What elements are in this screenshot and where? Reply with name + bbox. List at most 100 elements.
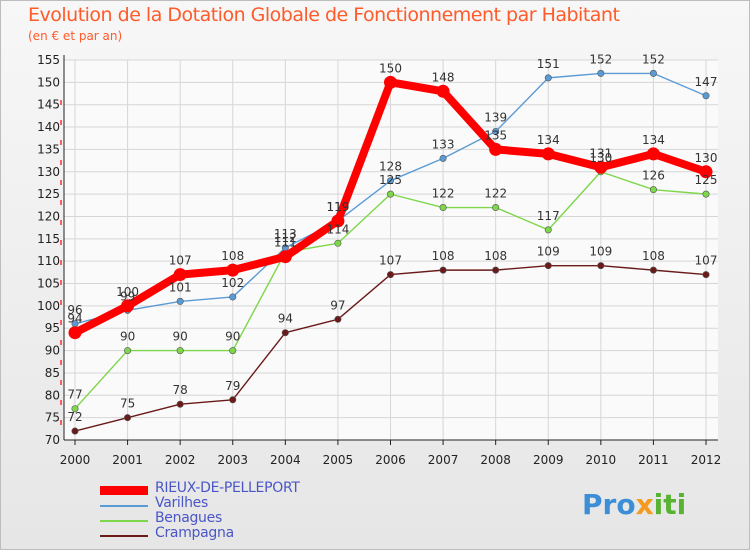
series-layer (68, 69, 713, 435)
data-point-varilhes (492, 128, 500, 136)
data-label-benagues: 130 (589, 151, 612, 165)
x-tick-label: 2000 (60, 453, 91, 467)
data-point-rieux-de-pelleport (68, 326, 82, 340)
data-point-crampagna (649, 266, 657, 274)
data-label-benagues: 126 (642, 169, 665, 183)
data-point-rieux-de-pelleport (699, 165, 713, 179)
proxiti-logo: Proxiti (582, 488, 687, 521)
data-label-varilhes: 133 (432, 137, 455, 151)
x-tick-label: 2001 (112, 453, 143, 467)
data-label-varilhes: 101 (169, 280, 192, 294)
data-label-crampagna: 79 (225, 379, 240, 393)
data-point-benagues (544, 226, 552, 234)
data-label-crampagna: 109 (537, 245, 560, 259)
data-label-varilhes: 139 (484, 111, 507, 125)
data-label-rieux-de-pelleport: 100 (116, 285, 139, 299)
y-tick-label: 100 (37, 299, 60, 313)
data-label-varilhes: 152 (589, 52, 612, 66)
x-tick-label: 2002 (165, 453, 196, 467)
chart-title: Evolution de la Dotation Globale de Fonc… (28, 4, 620, 26)
y-tick-label: 75 (45, 411, 60, 425)
data-label-varilhes: 147 (695, 75, 718, 89)
data-point-benagues (124, 347, 132, 355)
legend-label: Varilhes (155, 495, 208, 511)
data-label-crampagna: 109 (589, 245, 612, 259)
y-tick-label: 95 (45, 321, 60, 335)
data-point-benagues (229, 347, 237, 355)
legend-label: RIEUX-DE-PELLEPORT (155, 480, 300, 496)
data-point-crampagna (492, 266, 500, 274)
x-tick-label: 2008 (480, 453, 511, 467)
data-label-crampagna: 72 (67, 410, 82, 424)
y-tick-label: 70 (45, 433, 60, 447)
data-point-varilhes (386, 177, 394, 185)
data-label-varilhes: 99 (120, 289, 135, 303)
data-label-benagues: 114 (326, 222, 349, 236)
y-tick-label: 105 (37, 277, 60, 291)
y-tick-label: 150 (37, 75, 60, 89)
data-label-varilhes: 96 (67, 303, 82, 317)
chart-subtitle: (en € et par an) (28, 29, 123, 43)
data-point-crampagna (597, 262, 605, 270)
data-point-benagues (71, 405, 79, 413)
legend-label: Crampagna (155, 525, 234, 541)
data-point-crampagna (386, 271, 394, 279)
data-label-benagues: 77 (67, 388, 82, 402)
data-label-benagues: 122 (484, 187, 507, 201)
axes: 70 75 80 85 90 95 100 105 110 115 120 125 130 135 140 1… (37, 53, 721, 467)
legend-swatch (100, 505, 148, 507)
data-point-rieux-de-pelleport (121, 299, 135, 313)
data-label-rieux-de-pelleport: 119 (326, 200, 349, 214)
y-tick-label: 140 (37, 120, 60, 134)
data-label-benagues: 117 (537, 209, 560, 223)
data-label-rieux-de-pelleport: 135 (484, 128, 507, 142)
legend-label: Benagues (155, 510, 222, 526)
data-label-varilhes: 113 (274, 227, 297, 241)
legend-swatch (100, 486, 148, 495)
data-labels: 72 75 78 79 94 97 107 108 108 109 109 108 107 77 90 90 9… (67, 52, 717, 424)
data-point-benagues (649, 186, 657, 194)
data-label-crampagna: 108 (484, 249, 507, 263)
data-label-rieux-de-pelleport: 134 (537, 133, 560, 147)
data-point-varilhes (649, 69, 657, 77)
data-label-benagues: 90 (225, 330, 240, 344)
data-point-benagues (386, 190, 394, 198)
data-point-rieux-de-pelleport (541, 147, 555, 161)
x-tick-label: 2004 (270, 453, 301, 467)
data-point-crampagna (544, 262, 552, 270)
y-tick-label: 110 (37, 254, 60, 268)
data-point-rieux-de-pelleport (226, 263, 240, 277)
data-point-varilhes (544, 74, 552, 82)
x-tick-label: 2007 (428, 453, 459, 467)
y-tick-label: 80 (45, 388, 60, 402)
y-tick-label: 125 (37, 187, 60, 201)
data-label-varilhes: 151 (537, 57, 560, 71)
data-point-crampagna (334, 315, 342, 323)
legend-swatch (100, 520, 148, 522)
data-point-rieux-de-pelleport (384, 75, 397, 89)
data-label-crampagna: 107 (695, 254, 718, 268)
x-tick-label: 2009 (533, 453, 564, 467)
data-point-crampagna (176, 400, 184, 408)
data-label-varilhes: 128 (379, 160, 402, 174)
data-label-benagues: 122 (432, 187, 455, 201)
data-label-benagues: 125 (695, 173, 718, 187)
data-point-crampagna (439, 266, 447, 274)
data-label-crampagna: 75 (120, 397, 135, 411)
data-label-varilhes: 152 (642, 52, 665, 66)
legend-swatch (100, 535, 148, 537)
data-point-benagues (439, 204, 447, 212)
data-label-crampagna: 78 (173, 383, 188, 397)
y-tick-label: 90 (45, 344, 60, 358)
data-point-benagues (492, 204, 500, 212)
data-point-varilhes (229, 293, 237, 301)
data-point-rieux-de-pelleport (594, 160, 608, 174)
data-label-benagues: 125 (379, 173, 402, 187)
data-label-crampagna: 108 (642, 249, 665, 263)
data-label-benagues: 90 (120, 330, 135, 344)
data-label-rieux-de-pelleport: 148 (432, 70, 455, 84)
data-point-rieux-de-pelleport (278, 250, 292, 264)
y-tick-label: 85 (45, 366, 60, 380)
data-point-varilhes (702, 92, 710, 100)
data-point-benagues (702, 190, 710, 198)
